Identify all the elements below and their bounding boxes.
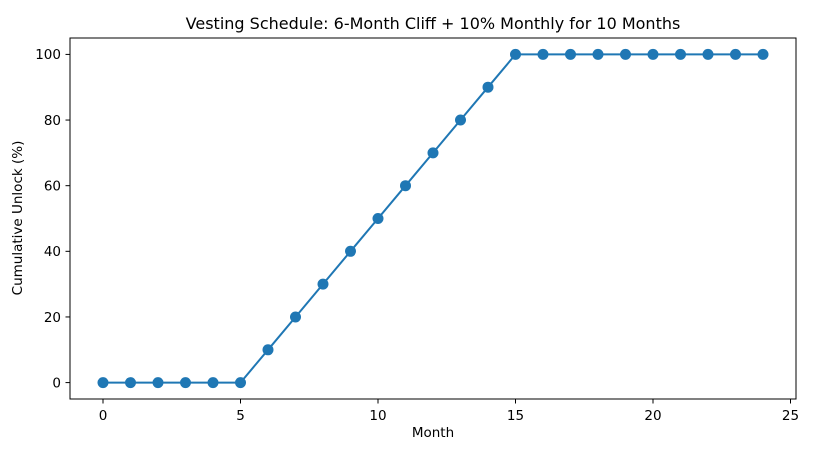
data-point-marker <box>262 344 274 356</box>
data-point-marker <box>730 48 741 60</box>
data-point-marker <box>757 48 769 60</box>
data-point-marker <box>372 213 384 224</box>
y-tick-label: 100 <box>35 47 61 63</box>
y-tick-label: 80 <box>44 113 61 129</box>
data-point-marker <box>647 48 659 60</box>
y-axis-ticks: 0 20 40 60 80 100 <box>35 47 70 391</box>
x-tick-label: 25 <box>782 408 799 424</box>
x-tick-label: 5 <box>236 408 245 424</box>
chart-title: Vesting Schedule: 6-Month Cliff + 10% Mo… <box>186 14 681 33</box>
data-point-marker <box>592 48 604 60</box>
data-point-marker <box>675 48 686 60</box>
data-point-marker <box>125 377 136 389</box>
y-tick-label: 60 <box>44 178 61 194</box>
data-point-marker <box>290 311 301 323</box>
data-point-marker <box>565 48 576 60</box>
x-axis-label: Month <box>412 425 454 441</box>
data-point-marker <box>510 48 521 60</box>
y-tick-label: 20 <box>44 310 61 326</box>
data-point-marker <box>400 180 411 192</box>
x-tick-label: 0 <box>99 408 108 424</box>
x-tick-label: 15 <box>507 408 524 424</box>
data-point-marker <box>482 81 494 93</box>
y-tick-label: 0 <box>52 375 61 391</box>
x-axis-ticks: 0 5 10 15 20 25 <box>99 399 799 424</box>
data-point-marker <box>97 377 109 389</box>
data-point-marker <box>152 377 164 389</box>
data-point-marker <box>455 114 466 126</box>
data-series <box>97 48 769 389</box>
data-point-marker <box>317 278 329 290</box>
x-tick-label: 20 <box>644 408 661 424</box>
data-point-marker <box>702 48 714 60</box>
plot-frame <box>69 37 797 400</box>
data-point-marker <box>345 245 356 257</box>
y-axis-label: Cumulative Unlock (%) <box>10 141 26 296</box>
x-tick-label: 10 <box>369 408 386 424</box>
data-point-marker <box>620 48 631 60</box>
y-tick-label: 40 <box>44 244 61 260</box>
data-point-marker <box>235 377 246 389</box>
data-point-marker <box>180 377 191 389</box>
data-point-marker <box>537 48 549 60</box>
data-point-marker <box>207 377 219 389</box>
data-point-marker <box>427 147 439 159</box>
vesting-line <box>103 53 763 384</box>
